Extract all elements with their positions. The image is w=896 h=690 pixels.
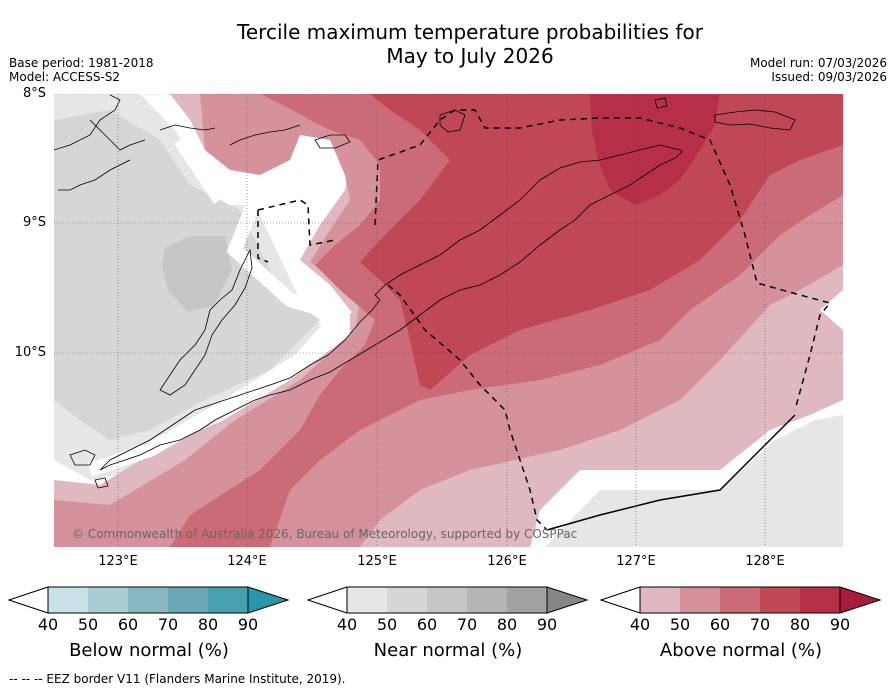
below-tick: 50 — [77, 615, 99, 634]
chart-title: Tercile maximum temperature probabilitie… — [0, 20, 896, 68]
above-tick: 80 — [789, 615, 811, 634]
above-tick: 90 — [829, 615, 851, 634]
below-colorbar-bin-3 — [128, 587, 168, 613]
eez-border-north — [374, 109, 832, 411]
lon-label-123e: 123°E — [98, 554, 138, 569]
lon-label-128e: 128°E — [745, 554, 785, 569]
above-colorbar-bin-2 — [680, 587, 720, 613]
below-tick: 60 — [117, 615, 139, 634]
near-colorbar-over-arrow — [546, 586, 589, 614]
near-tick: 70 — [456, 615, 478, 634]
above-colorbar-frame — [639, 586, 841, 614]
near-tick: 40 — [336, 615, 358, 634]
graticule — [54, 94, 843, 547]
near-tick: 50 — [376, 615, 398, 634]
coastline-timor-west — [159, 248, 253, 396]
below-colorbar-over-arrow — [247, 586, 290, 614]
near-colorbar-under-arrow — [307, 586, 348, 614]
coastline-flores-east — [54, 94, 301, 191]
lat-label-10s: 10°S — [14, 345, 46, 360]
meta-left: Base period: 1981-2018 Model: ACCESS-S2 — [9, 56, 154, 84]
copyright-notice: © Commonwealth of Australia 2026, Bureau… — [72, 527, 578, 541]
near-normal-legend-title: Near normal (%) — [373, 640, 523, 661]
below-colorbar-under-arrow — [8, 586, 49, 614]
coastline-rote — [69, 449, 109, 489]
lon-label-127e: 127°E — [616, 554, 656, 569]
meta-right: Model run: 07/03/2026 Issued: 09/03/2026 — [750, 56, 887, 84]
below-tick: 40 — [37, 615, 59, 634]
base-period: Base period: 1981-2018 — [9, 56, 154, 70]
above-tick: 40 — [629, 615, 651, 634]
eez-border-west — [257, 199, 336, 263]
above-tick: 50 — [669, 615, 691, 634]
above-normal-legend-title: Above normal (%) — [659, 640, 823, 661]
near-colorbar-frame — [346, 586, 548, 614]
near-colorbar-bin-4 — [467, 587, 507, 613]
below-colorbar-frame — [47, 586, 249, 614]
below-normal-colorbar — [8, 586, 290, 614]
near-colorbar-bin-2 — [387, 587, 427, 613]
land-mask-west — [87, 136, 353, 477]
map-fields — [54, 94, 843, 547]
near-colorbar-bin-5 — [507, 587, 547, 613]
coastline-timor — [99, 144, 683, 471]
eez-border-south — [387, 284, 548, 531]
eez-border-legend: -- -- -- EEZ border V11 (Flanders Marine… — [9, 672, 346, 686]
above-tick: 70 — [749, 615, 771, 634]
above-colorbar-under-arrow — [600, 586, 641, 614]
near-normal-colorbar — [307, 586, 589, 614]
lat-label-8s: 8°S — [22, 86, 46, 101]
above-colorbar-bin-3 — [720, 587, 760, 613]
below-colorbar-bin-4 — [168, 587, 208, 613]
below-tick: 90 — [237, 615, 259, 634]
eez-border-southeast — [546, 414, 796, 531]
lat-label-9s: 9°S — [22, 215, 46, 230]
near-tick: 60 — [416, 615, 438, 634]
lon-label-126e: 126°E — [487, 554, 527, 569]
above-colorbar-over-arrow — [839, 586, 882, 614]
above-normal-colorbar — [600, 586, 882, 614]
near-colorbar-bin-3 — [427, 587, 467, 613]
lon-label-124e: 124°E — [227, 554, 267, 569]
above-normal-80-region — [590, 94, 720, 205]
model-run: Model run: 07/03/2026 — [749, 56, 887, 70]
below-tick: 80 — [197, 615, 219, 634]
coastline-wetar — [654, 97, 796, 131]
below-colorbar-bin-2 — [88, 587, 128, 613]
above-colorbar-bin-1 — [640, 587, 680, 613]
below-tick: 70 — [157, 615, 179, 634]
near-tick: 90 — [536, 615, 558, 634]
title-line-2: May to July 2026 — [386, 44, 554, 68]
below-normal-legend-title: Below normal (%) — [69, 640, 229, 661]
above-tick: 60 — [709, 615, 731, 634]
issued-date: Issued: 09/03/2026 — [771, 70, 887, 84]
near-normal-60-region — [162, 236, 232, 312]
below-colorbar-bin-1 — [48, 587, 88, 613]
above-normal-70-region — [360, 94, 843, 390]
lon-label-125e: 125°E — [357, 554, 397, 569]
above-colorbar-bin-5 — [800, 587, 840, 613]
above-colorbar-bin-4 — [760, 587, 800, 613]
near-normal-se-region — [545, 415, 843, 547]
below-colorbar-bin-5 — [208, 587, 248, 613]
title-line-1: Tercile maximum temperature probabilitie… — [237, 20, 703, 44]
near-tick: 80 — [496, 615, 518, 634]
model-name: Model: ACCESS-S2 — [9, 70, 121, 84]
near-colorbar-bin-1 — [347, 587, 387, 613]
